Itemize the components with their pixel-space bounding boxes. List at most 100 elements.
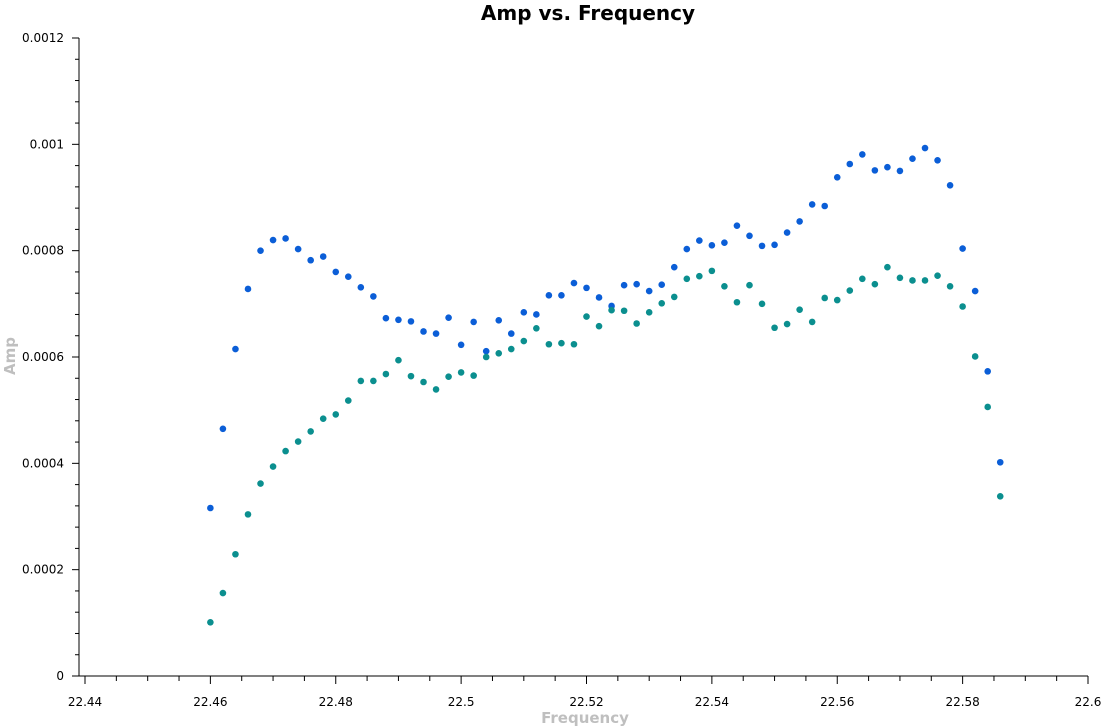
data-point [859, 151, 866, 158]
data-point [921, 277, 929, 284]
x-ticks: 22.44 22.46 22.48 22.5 22.52 22.54 22.56 22.58 2… [68, 676, 1102, 709]
data-point [896, 274, 904, 282]
data-point [457, 369, 465, 376]
data-point [808, 318, 816, 326]
data-point [219, 425, 227, 433]
data-point [357, 284, 365, 291]
data-point [620, 307, 628, 315]
data-point [533, 311, 540, 318]
data-point [871, 167, 879, 174]
data-point [520, 309, 528, 316]
data-point [232, 345, 239, 353]
chart-title: Amp vs. Frequency [481, 1, 695, 25]
data-point [884, 163, 891, 171]
data-point [570, 340, 578, 348]
y-tick-label: 0.0004 [22, 456, 64, 470]
data-point [457, 341, 465, 349]
data-point [721, 282, 728, 290]
data-point [307, 256, 314, 264]
data-point [796, 306, 803, 313]
y-ticks: 0 0.0002 0.0004 0.0006 0.0008 0.001 0.0012 [22, 31, 79, 683]
series-1 [207, 144, 1004, 512]
y-tick-label: 0.0006 [22, 350, 64, 364]
data-point [420, 378, 427, 386]
data-point [658, 281, 666, 288]
data-point [683, 275, 691, 283]
data-point [257, 480, 264, 487]
x-tick-label: 22.48 [319, 695, 353, 709]
data-point [382, 370, 390, 378]
data-point [244, 285, 252, 293]
data-point [645, 287, 653, 295]
data-point [507, 345, 515, 353]
series-2 [207, 263, 1004, 626]
data-point [821, 294, 829, 302]
x-tick-label: 22.6 [1075, 695, 1102, 709]
data-point [984, 368, 991, 375]
data-point [495, 317, 503, 324]
data-point [859, 275, 866, 283]
data-point [758, 300, 766, 308]
data-point [808, 201, 816, 208]
x-tick-label: 22.56 [820, 695, 854, 709]
data-point [633, 280, 640, 288]
data-point [558, 339, 565, 347]
data-point [257, 247, 264, 254]
data-point [633, 320, 640, 327]
data-point [520, 337, 528, 345]
data-point [959, 245, 966, 252]
data-point [595, 322, 603, 330]
data-point [407, 318, 415, 325]
data-point [670, 293, 678, 301]
data-point [432, 330, 440, 337]
data-point [344, 397, 352, 404]
y-tick-label: 0.0008 [22, 244, 64, 258]
data-point [696, 272, 703, 280]
data-point [971, 353, 979, 360]
data-point [959, 303, 966, 310]
data-point [319, 253, 327, 260]
data-point [533, 324, 540, 332]
data-point [583, 284, 590, 292]
data-point [545, 292, 553, 299]
data-point [909, 155, 916, 162]
data-point [670, 263, 678, 271]
y-tick-label: 0 [56, 669, 64, 683]
data-point [934, 272, 941, 279]
data-point [269, 236, 277, 244]
data-point [307, 428, 314, 435]
data-point [432, 386, 440, 393]
data-point [821, 202, 829, 210]
data-point [332, 268, 340, 276]
data-point [395, 316, 402, 324]
data-point [909, 277, 916, 284]
data-point [746, 281, 753, 289]
data-point [846, 160, 854, 168]
data-points [207, 144, 1004, 626]
data-point [771, 324, 778, 332]
data-point [495, 349, 503, 357]
data-point [370, 377, 377, 385]
data-point [658, 300, 666, 307]
data-point [207, 619, 214, 626]
data-point [984, 403, 991, 411]
data-point [696, 237, 703, 244]
data-point [884, 263, 891, 271]
data-point [871, 280, 879, 288]
y-tick-label: 0.0012 [22, 31, 64, 45]
data-point [733, 298, 741, 306]
data-point [620, 281, 628, 289]
data-point [833, 296, 841, 304]
data-point [420, 328, 427, 335]
data-point [507, 330, 515, 337]
x-tick-label: 22.5 [448, 695, 475, 709]
data-point [683, 245, 691, 253]
x-tick-label: 22.58 [945, 695, 979, 709]
data-point [207, 504, 214, 512]
data-point [395, 356, 402, 364]
data-point [282, 235, 289, 242]
data-point [771, 241, 778, 249]
data-point [407, 372, 415, 380]
data-point [244, 511, 252, 518]
